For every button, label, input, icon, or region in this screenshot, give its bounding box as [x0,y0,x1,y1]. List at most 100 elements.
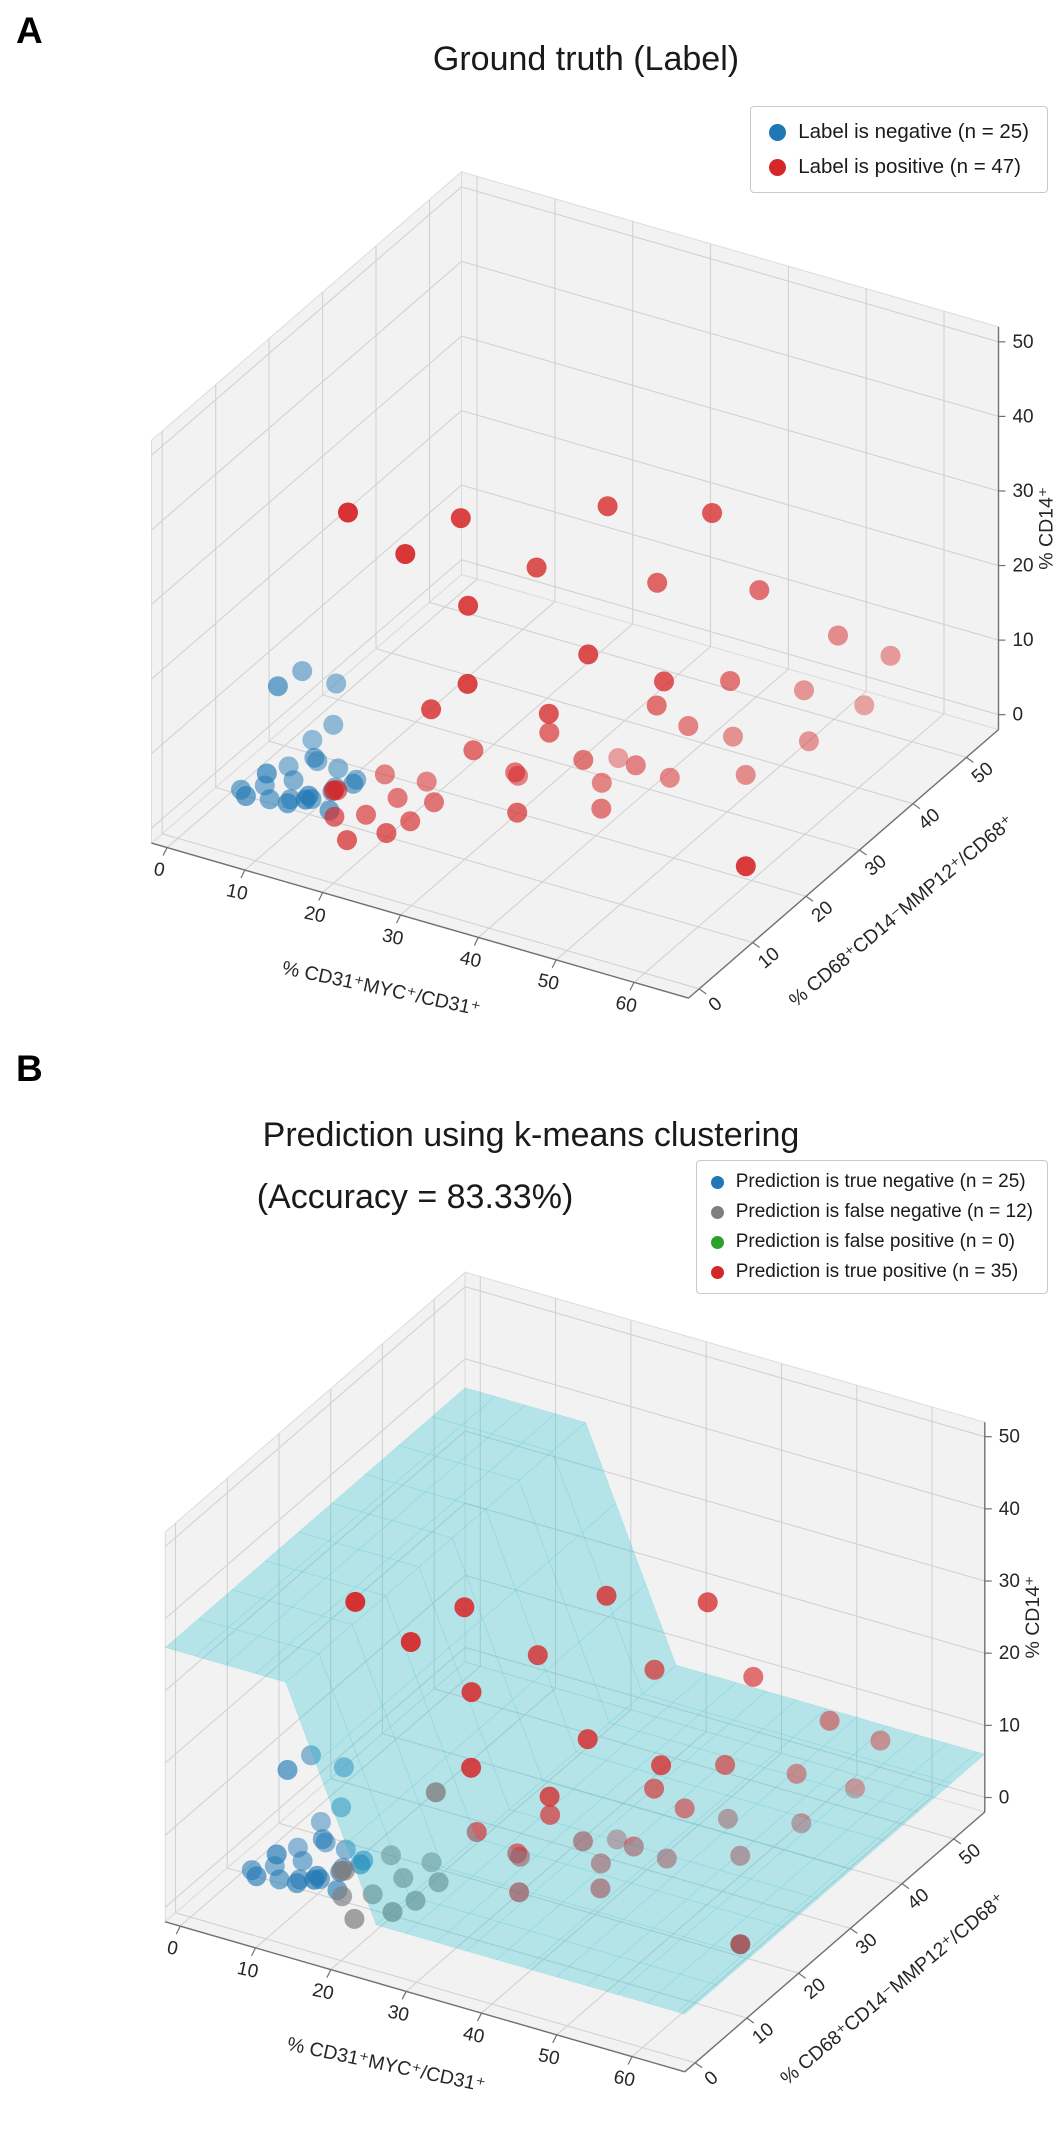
decision-surface-cell [582,1502,647,1614]
legend-item: Prediction is true negative (n = 25) [710,1171,1033,1193]
data-point [416,771,437,792]
data-point [697,1592,718,1613]
decision-surface-cell [819,1754,885,1793]
decision-surface-cell [197,1589,263,1628]
data-point [723,726,743,747]
decision-surface-cell [672,1673,737,1712]
data-point [286,1873,307,1894]
decision-surface-cell [589,1918,655,1958]
data-point [428,1872,449,1893]
decision-surface-cell [194,1626,260,1666]
decision-surface-cell [876,1809,919,1842]
data-point [292,1850,313,1871]
decision-surface-cell [656,1861,721,1900]
decision-surface-cell [852,1725,918,1764]
decision-surface-cell [729,1728,794,1767]
x-tick-label: 60 [614,993,639,1018]
data-point [256,763,277,784]
decision-surface-cell [421,1500,487,1539]
x-tick-label: 30 [386,2001,411,2026]
data-point [450,508,471,529]
data-point [678,716,699,736]
data-point [328,758,349,779]
decision-surface-cell [816,1792,882,1831]
data-point [424,792,444,813]
decision-surface-cell [364,1445,430,1484]
decision-surface-cell [608,1693,674,1732]
z-axis-label: % CD14⁺ [1022,1576,1044,1659]
data-point [338,502,358,523]
decision-surface-cell [227,1598,293,1637]
data-point [376,823,397,843]
data-point [674,1798,695,1819]
decision-surface-cell [813,1829,878,1868]
decision-surface-cell [679,1945,745,1984]
data-point [540,1804,561,1825]
decision-surface-cell [458,1433,523,1472]
data-point [395,544,416,564]
x-tick-label: 0 [165,1937,180,1960]
decision-surface-cell [638,1702,704,1741]
decision-surface-cell [883,1734,948,1773]
data-point [310,1811,331,1832]
decision-surface-cell [354,1557,420,1597]
decision-surface-cell [468,1884,534,1923]
decision-surface-cell [472,1846,537,1885]
decision-surface-cell [659,1823,725,1862]
data-point [786,1763,807,1784]
x-tick-label: 60 [612,2067,637,2092]
decision-surface-cell [586,1956,652,1995]
data-point [362,1884,383,1905]
decision-surface-cell [629,1814,694,1854]
z-tick-label: 50 [1012,332,1033,353]
decision-surface-cell [759,1737,825,1776]
data-point [735,764,756,785]
decision-surface-cell [388,1528,453,1568]
data-point [730,1934,751,1955]
decision-surface-cell [551,1421,617,1533]
data-point [505,762,526,783]
decision-surface-cell [445,1728,510,1839]
decision-surface-cell [622,1890,688,1929]
data-point [466,1822,487,1842]
legend-label: Prediction is false negative (n = 12) [735,1201,1033,1222]
decision-surface-cell [224,1635,290,1674]
decision-surface-cell [526,1939,591,1978]
data-point [730,1845,751,1866]
data-point [647,572,668,593]
data-point [507,1843,528,1864]
decision-surface-cell [943,1751,986,1784]
decision-surface-cell [568,1797,634,1836]
decision-surface-cell [599,1806,664,1845]
decision-surface-cell [521,1413,587,1452]
data-point [425,1782,446,1803]
decision-surface-cell [285,1652,350,1764]
decision-surface-cell [559,1910,625,1949]
data-point [573,749,594,770]
decision-surface-cell [789,1745,855,1785]
data-point [333,1757,354,1778]
decision-surface-cell [418,1537,483,1649]
data-point [292,661,313,682]
decision-surface-cell [348,1704,413,1816]
data-point [880,645,901,666]
decision-surface-cell [405,1904,471,1943]
legend-label: Prediction is true negative (n = 25) [735,1171,1026,1192]
x-tick-label: 40 [461,2023,486,2048]
data-point [608,748,629,768]
x-tick-label: 30 [380,925,405,950]
data-point [393,1868,414,1888]
decision-surface-cell [461,1396,527,1435]
decision-surface-cell [231,1560,296,1599]
y-tick-label: 20 [808,897,838,927]
scatter3d-plot-a: 0 10 20 30 40 50 60 0 10 20 30 40 50 0 10 20 30 40 50 % CD3… [150,170,1057,1020]
data-point [577,1729,598,1750]
data-point [644,1659,665,1680]
decision-surface-cell [415,1647,480,1758]
data-point [267,676,288,697]
data-point [405,1890,426,1911]
legend-label: Label is negative (n = 25) [798,120,1029,143]
data-point [295,789,316,810]
data-point [798,731,819,752]
x-tick-label: 40 [458,948,483,973]
